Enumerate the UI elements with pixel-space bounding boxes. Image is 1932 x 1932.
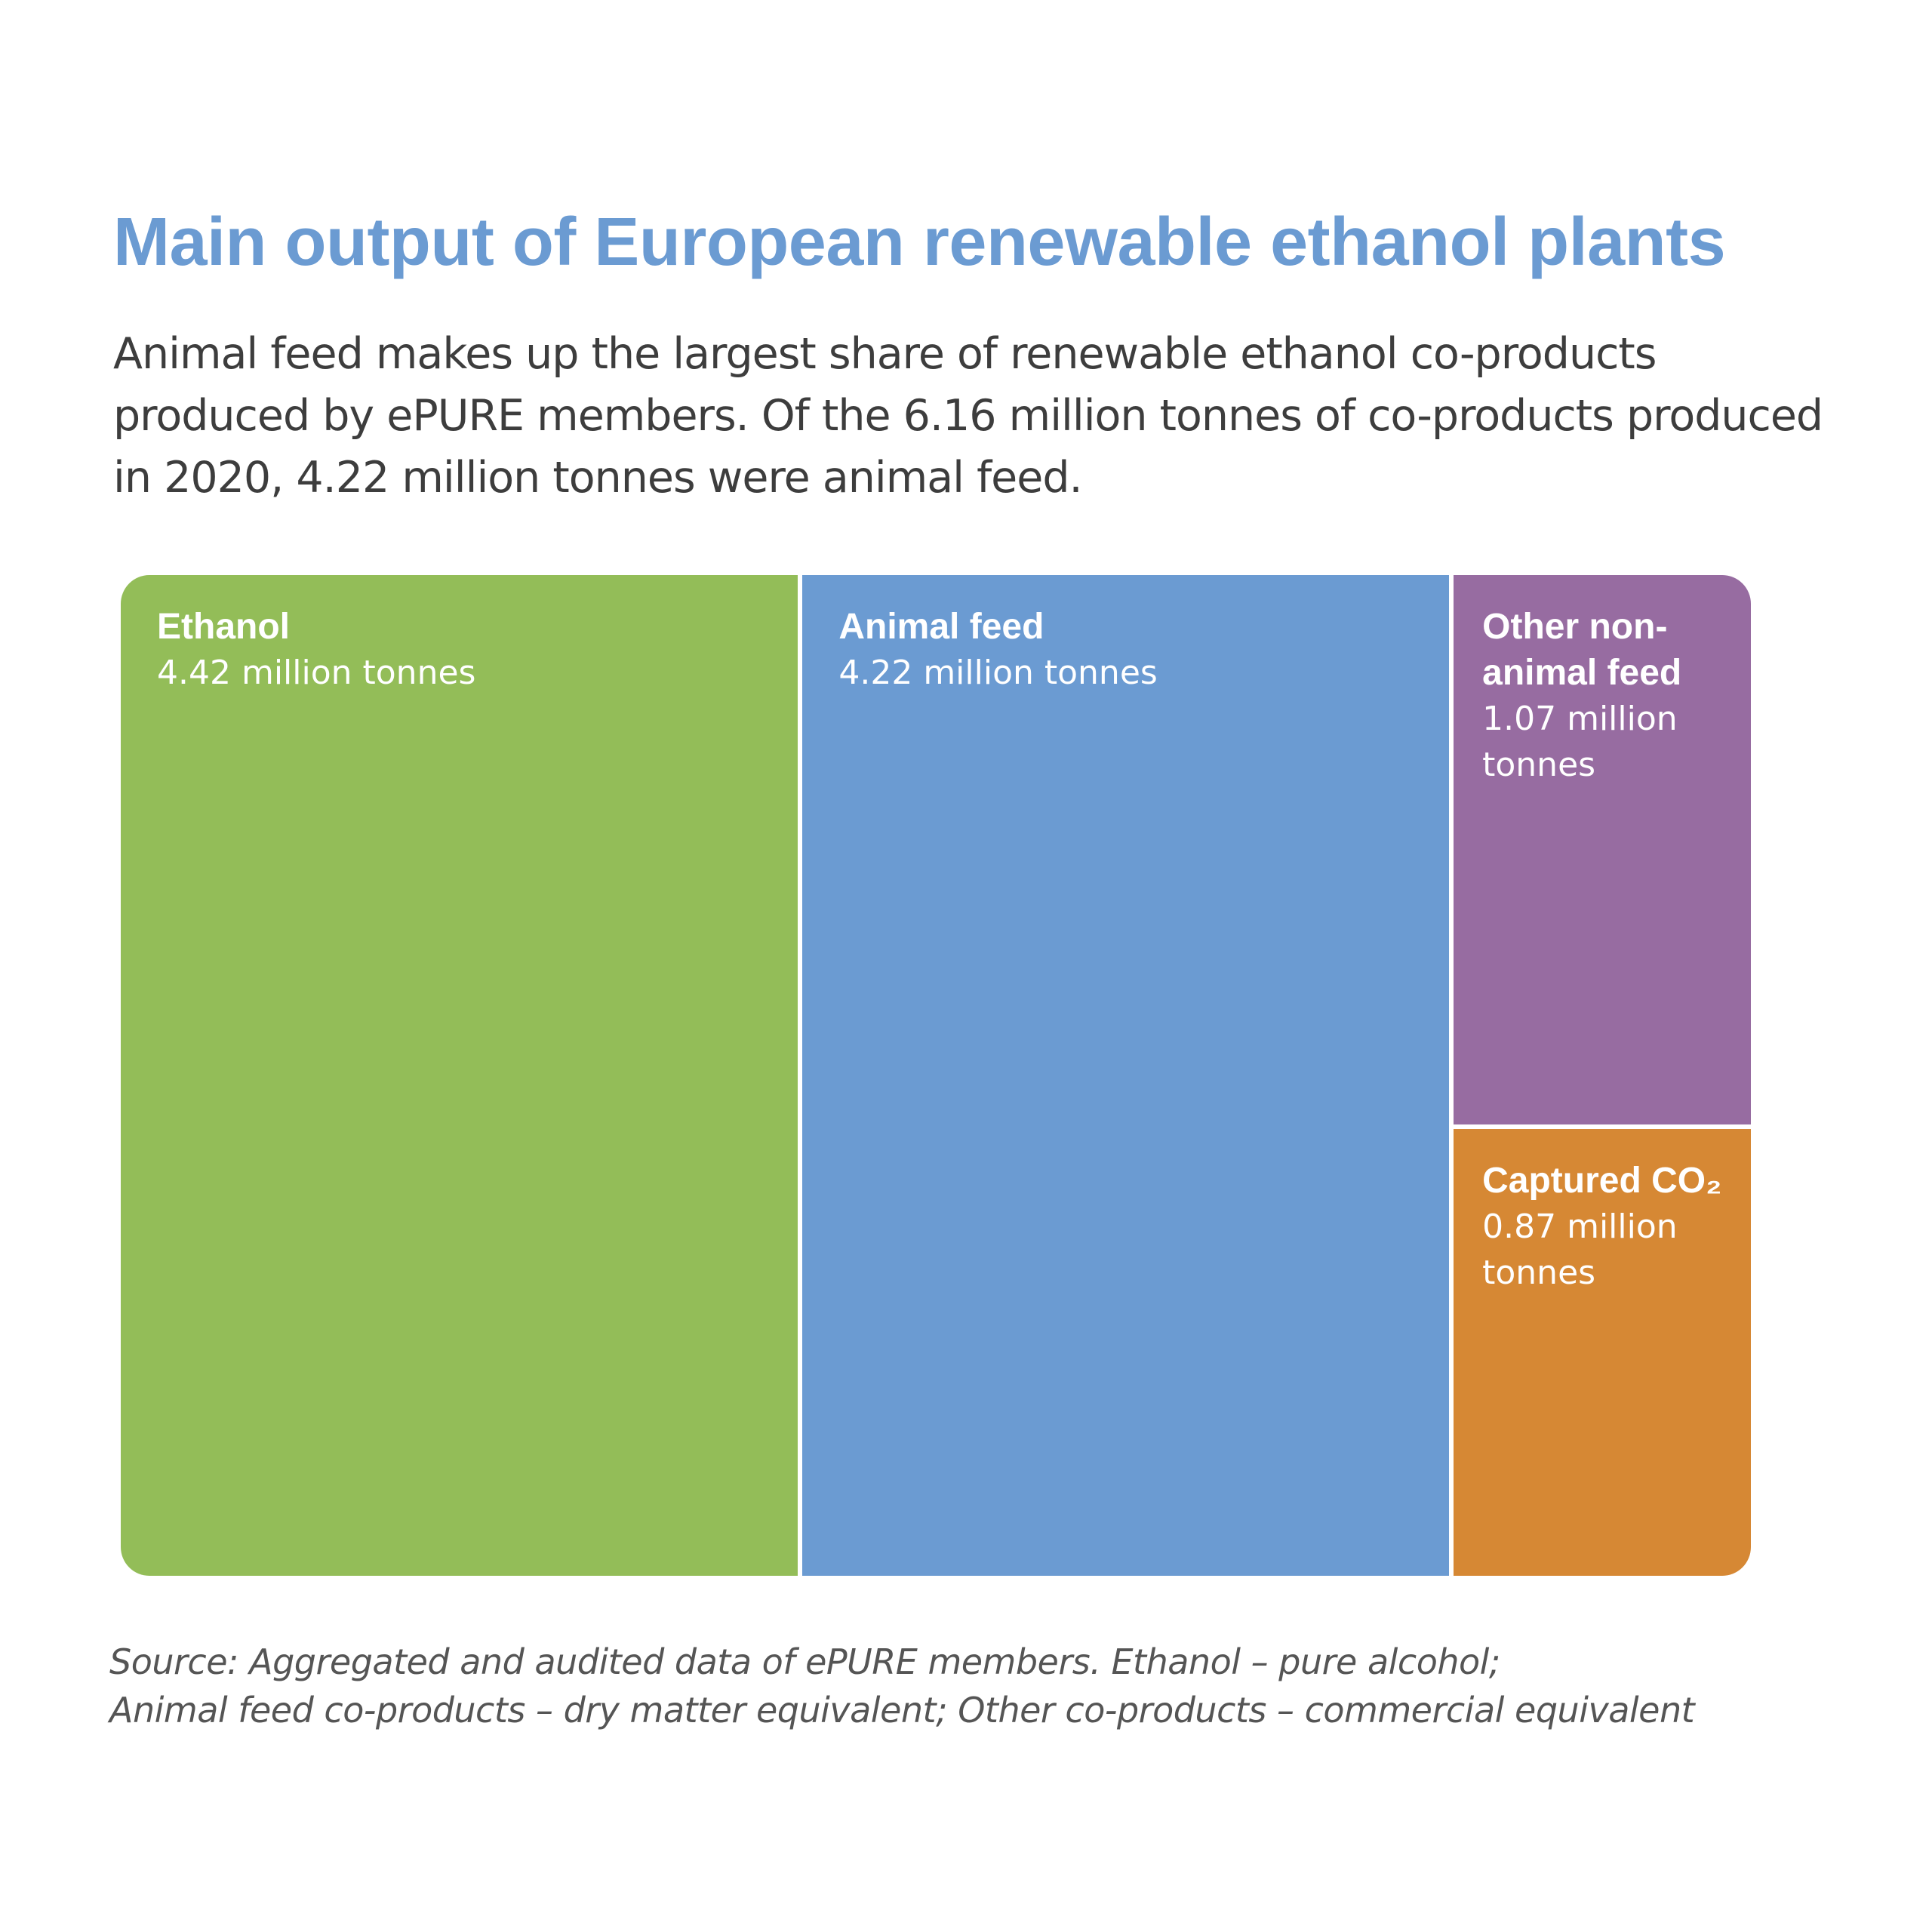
tile-value-label: 4.42 million tonnes (157, 654, 476, 692)
tile-value-label: 0.87 million tonnes (1482, 1208, 1678, 1293)
tile-label: Animal feed (838, 607, 1044, 647)
tile-label: Captured CO₂ (1482, 1161, 1722, 1201)
source-line-2: Animal feed co-products – dry matter equ… (109, 1690, 1695, 1730)
tile-value-label: 1.07 million tonnes (1482, 700, 1678, 784)
treemap-tile-other-non-animal-feed: Other non-animal feed 1.07 million tonnes (1454, 575, 1751, 1125)
tile-value-label: 4.22 million tonnes (838, 654, 1158, 692)
treemap-chart: Ethanol 4.42 million tonnes Animal feed 4.2… (121, 575, 1751, 1576)
tile-label: Ethanol (157, 607, 290, 647)
treemap-tile-animal-feed: Animal feed 4.22 million tonnes (802, 575, 1450, 1576)
chart-subtitle: Animal feed makes up the largest share o… (113, 329, 1823, 503)
source-line-1: Source: Aggregated and audited data of e… (109, 1641, 1500, 1682)
treemap-tile-ethanol: Ethanol 4.42 million tonnes (121, 575, 798, 1576)
tile-label: Other non-animal feed (1482, 607, 1682, 693)
source-note: Source: Aggregated and audited data of e… (109, 1638, 1883, 1734)
chart-title: Main output of European renewable ethano… (113, 205, 1726, 280)
treemap-tile-captured-co: Captured CO₂ 0.87 million tonnes (1454, 1129, 1751, 1576)
